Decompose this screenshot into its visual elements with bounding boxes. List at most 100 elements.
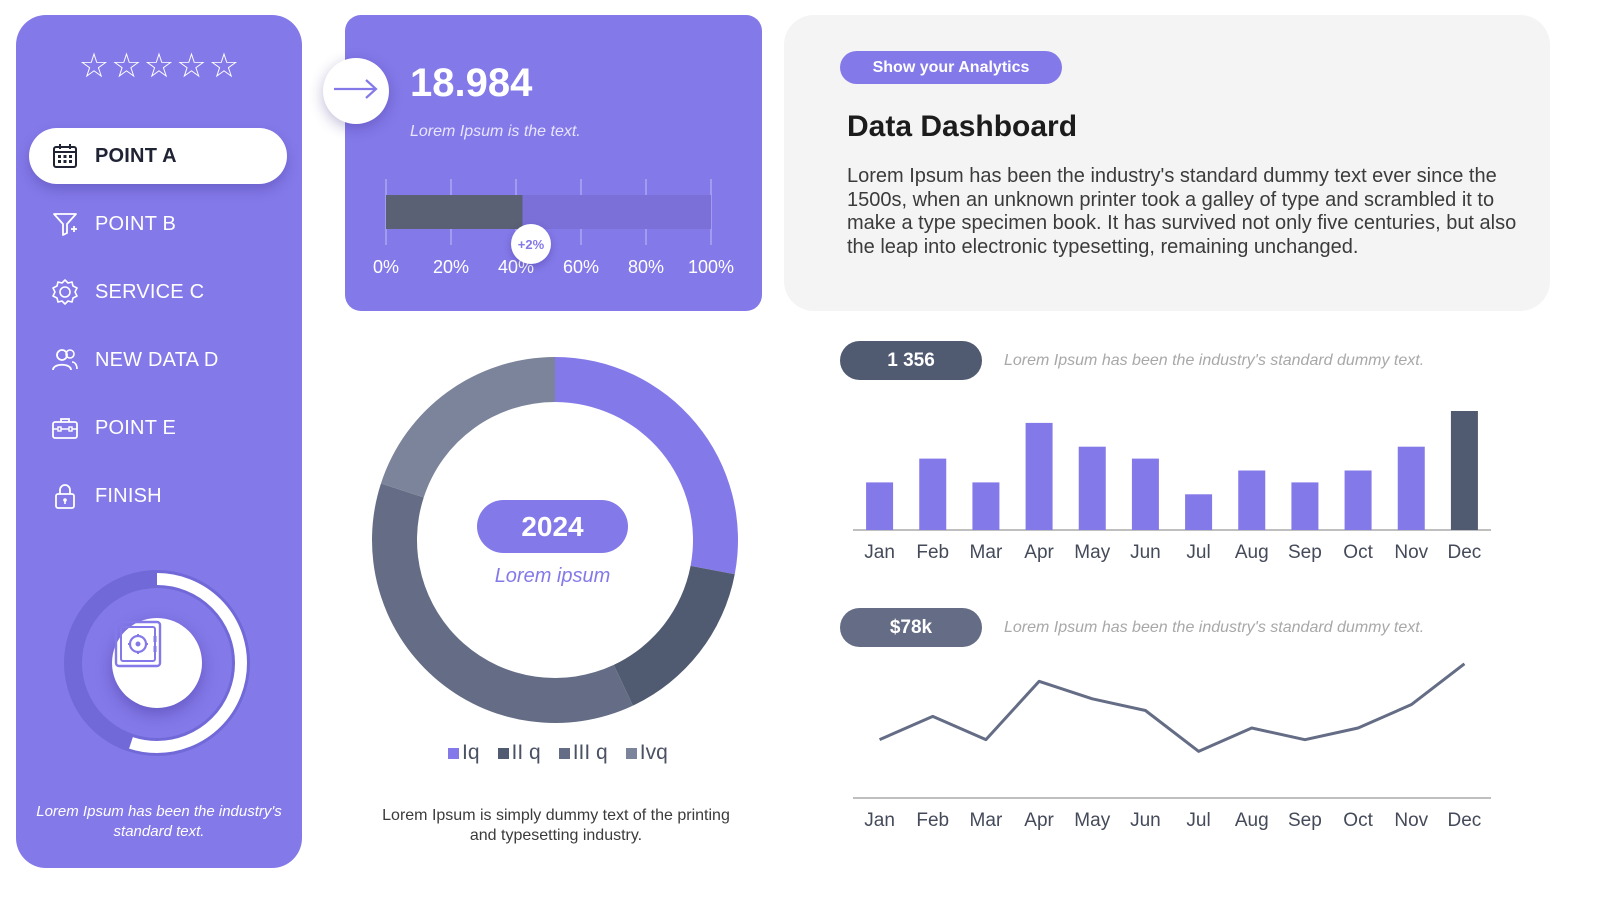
bar-x-tick-label: Feb xyxy=(916,542,949,563)
sidebar-item-point-a[interactable]: POINT A xyxy=(29,128,287,184)
progress-tick-label: 20% xyxy=(433,257,469,277)
line-stat-pill: $78k xyxy=(840,608,982,647)
sidebar-item-service-c[interactable]: SERVICE C xyxy=(29,264,287,320)
gear-icon xyxy=(51,278,79,306)
sidebar-item-label: POINT E xyxy=(95,416,177,439)
bar xyxy=(1397,446,1425,530)
line-series xyxy=(878,662,1466,753)
sidebar-item-point-e[interactable]: POINT E xyxy=(29,400,287,456)
show-analytics-button[interactable]: Show your Analytics xyxy=(840,51,1062,84)
arrow-right-icon xyxy=(332,77,380,106)
sidebar-item-point-b[interactable]: POINT B xyxy=(29,196,287,252)
next-button[interactable] xyxy=(323,58,389,124)
line-x-tick-label: Jan xyxy=(864,810,895,831)
sidebar-item-label: NEW DATA D xyxy=(95,348,219,371)
legend-item: II q xyxy=(497,741,541,765)
info-body: Lorem Ipsum has been the industry's stan… xyxy=(847,165,1517,258)
progress-fill xyxy=(386,195,523,229)
line-x-tick-label: Aug xyxy=(1235,810,1269,831)
sidebar-item-label: POINT B xyxy=(95,212,177,235)
bar xyxy=(1450,411,1478,530)
bar-stat-pill: 1 356 xyxy=(840,341,982,380)
legend-item: Iq xyxy=(448,741,480,765)
line-x-tick-label: Feb xyxy=(916,810,949,831)
line-x-tick-label: Dec xyxy=(1448,810,1482,831)
donut-subtitle: Lorem ipsum xyxy=(494,565,611,587)
line-x-tick-label: Apr xyxy=(1024,810,1054,831)
donut-year: 2024 xyxy=(477,500,628,553)
sidebar-item-label: FINISH xyxy=(95,484,162,507)
donut-slice xyxy=(613,565,735,706)
legend-item: III q xyxy=(558,741,608,765)
bar-x-tick-label: Sep xyxy=(1288,542,1322,563)
sidebar-item-finish[interactable]: FINISH xyxy=(29,468,287,524)
sidebar-item-label: SERVICE C xyxy=(95,280,205,303)
donut-caption: Lorem Ipsum is simply dummy text of the … xyxy=(382,807,730,844)
bar-x-tick-label: Apr xyxy=(1024,542,1054,563)
progress-tick-label: 100% xyxy=(688,257,734,277)
bar xyxy=(1291,482,1319,530)
bar xyxy=(866,482,894,530)
bar xyxy=(1344,470,1372,530)
bar xyxy=(1025,422,1053,530)
bar-x-tick-label: Dec xyxy=(1448,542,1482,563)
sidebar-item-new-data-d[interactable]: NEW DATA D xyxy=(29,332,287,388)
star-icon[interactable]: ☆ xyxy=(78,47,110,85)
users-icon xyxy=(51,346,79,374)
bar xyxy=(1185,494,1213,530)
legend-label: II q xyxy=(511,741,541,764)
progress-chart: 0% 20% 40% 60% 80% 100% xyxy=(373,179,734,277)
bar-x-tick-label: Nov xyxy=(1394,542,1428,563)
info-card: Show your Analytics Data Dashboard Lorem… xyxy=(784,15,1550,311)
star-icon[interactable]: ☆ xyxy=(176,47,207,85)
legend-label: III q xyxy=(572,741,608,764)
bar-x-tick-label: Oct xyxy=(1343,542,1373,563)
line-x-tick-label: May xyxy=(1074,810,1110,831)
donut-chart xyxy=(372,357,738,723)
star-icon[interactable]: ☆ xyxy=(111,47,142,85)
bar xyxy=(1238,470,1266,530)
funnel-icon xyxy=(51,210,79,238)
star-icon[interactable]: ☆ xyxy=(143,47,175,85)
bar-x-tick-label: May xyxy=(1074,542,1110,563)
legend-swatch xyxy=(448,747,459,759)
security-ring xyxy=(62,568,252,758)
bar xyxy=(972,482,1000,530)
bar xyxy=(919,458,947,530)
line-x-tick-label: Nov xyxy=(1394,810,1428,831)
rating-stars[interactable]: ☆☆☆☆☆ xyxy=(16,49,302,83)
bar-stat-note: Lorem Ipsum has been the industry's stan… xyxy=(1004,352,1425,369)
legend-swatch xyxy=(497,747,509,759)
ring-progress xyxy=(67,573,247,753)
bar-x-tick-label: Jul xyxy=(1186,542,1210,563)
line-stat-note: Lorem Ipsum has been the industry's stan… xyxy=(1004,619,1425,636)
kpi-card: 18.984 Lorem Ipsum is the text. 0% 20% 40%… xyxy=(345,15,762,311)
donut-legend: Iq II q III q Ivq xyxy=(448,741,668,765)
legend-swatch xyxy=(625,747,637,759)
bar xyxy=(1078,446,1106,530)
line-x-tick-label: Jul xyxy=(1186,810,1210,831)
safe-badge xyxy=(112,618,202,708)
legend-label: Ivq xyxy=(639,741,668,764)
star-icon[interactable]: ☆ xyxy=(208,47,240,85)
donut-slice xyxy=(380,357,555,498)
legend-swatch xyxy=(558,747,570,759)
sidebar-item-label: POINT A xyxy=(95,144,177,167)
sidebar: ☆☆☆☆☆ POINT A POINT B SERVICE C NEW DATA… xyxy=(16,15,302,868)
legend-item: Ivq xyxy=(625,741,668,765)
page-title: Data Dashboard xyxy=(847,110,1078,143)
briefcase-icon xyxy=(51,414,79,442)
line-x-tick-label: Jun xyxy=(1130,810,1161,831)
bar-x-tick-label: Mar xyxy=(970,542,1003,563)
sidebar-caption: Lorem Ipsum has been the industry's stan… xyxy=(36,803,282,840)
bar-x-tick-label: Jan xyxy=(864,542,895,563)
progress-tick-label: 80% xyxy=(628,257,664,277)
line-x-tick-label: Sep xyxy=(1288,810,1322,831)
line-x-tick-label: Mar xyxy=(970,810,1003,831)
legend-label: Iq xyxy=(462,741,480,764)
bar-x-tick-label: Aug xyxy=(1235,542,1269,563)
bar xyxy=(1131,458,1159,530)
calendar-icon xyxy=(51,142,79,170)
kpi-value: 18.984 xyxy=(410,61,533,105)
progress-badge: +2% xyxy=(511,224,551,264)
